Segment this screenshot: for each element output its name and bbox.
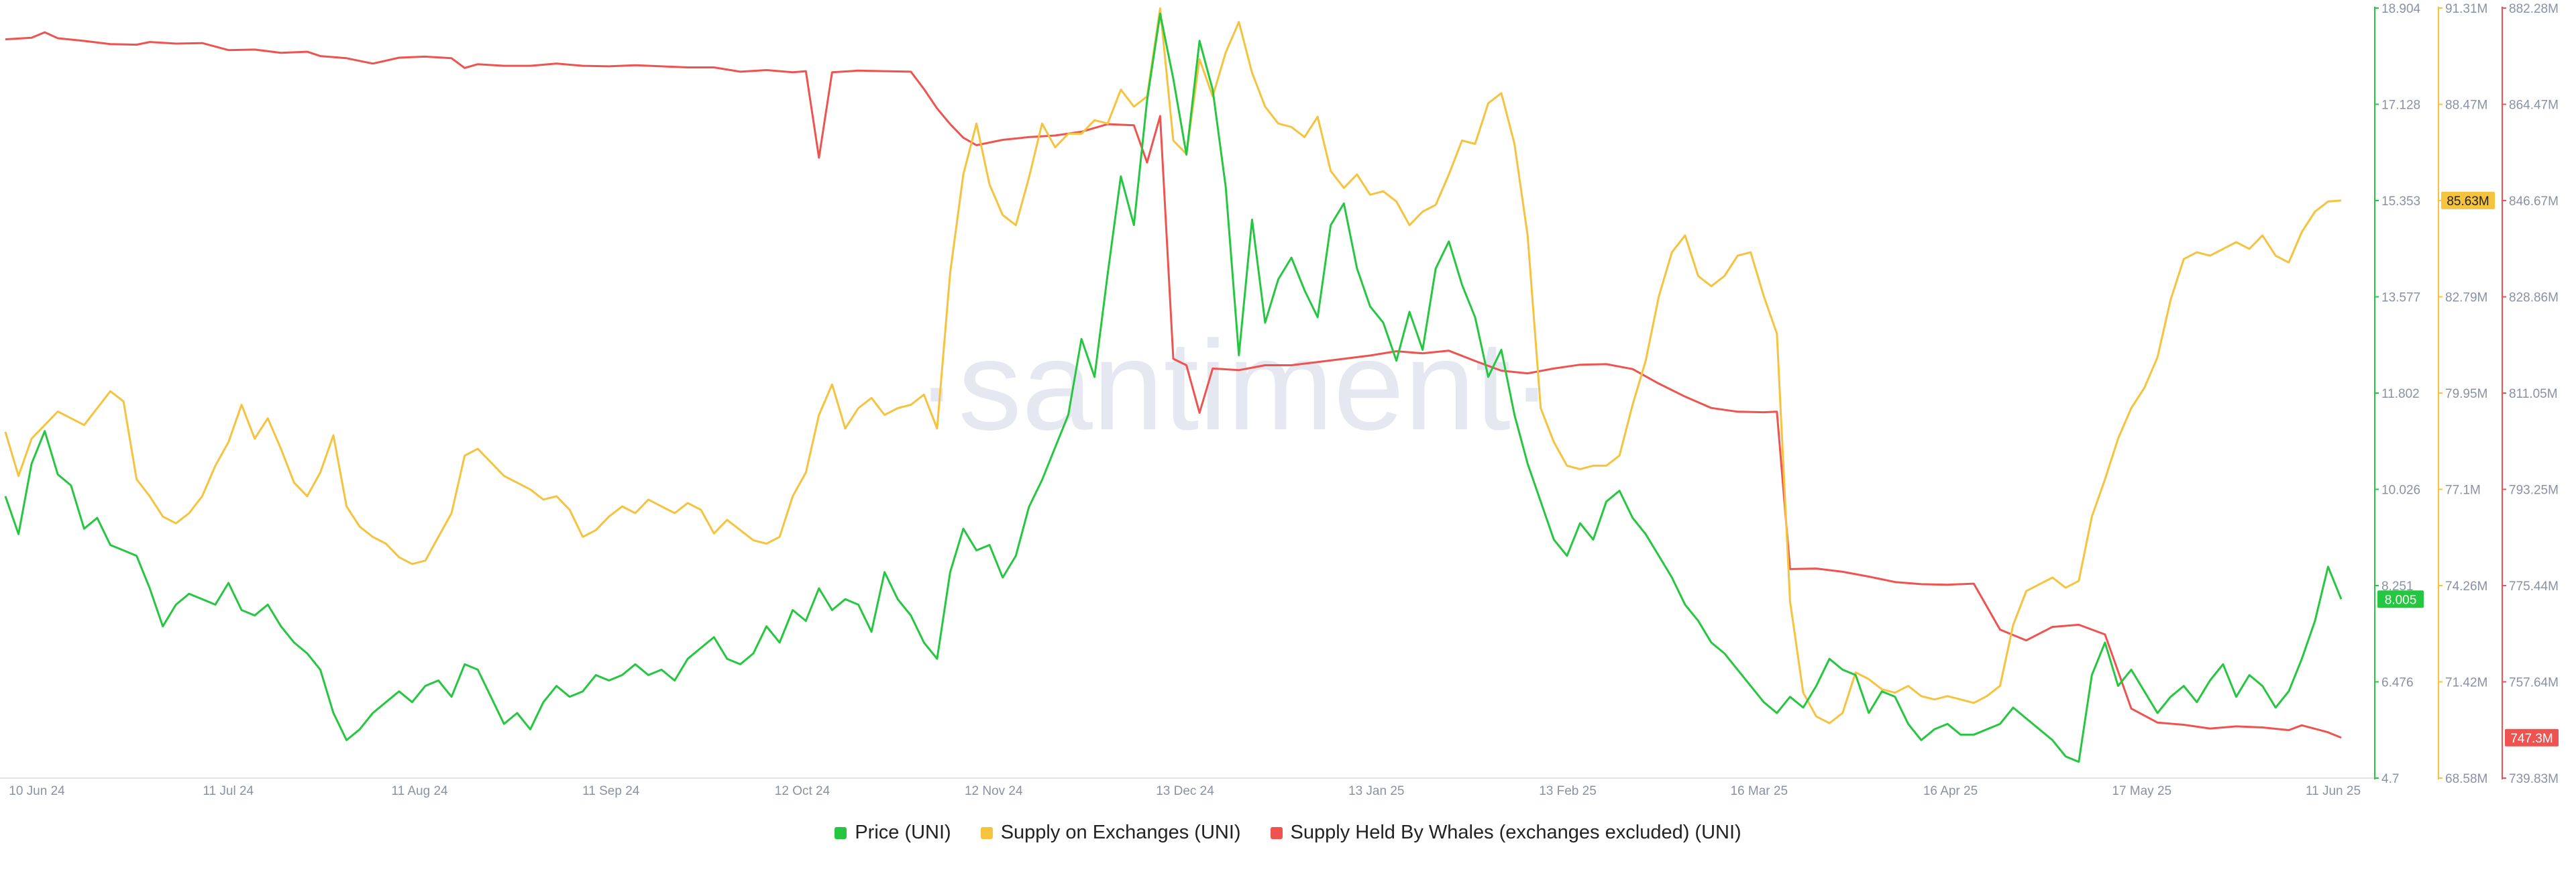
y-tick-label-price: 11.802 (2381, 387, 2420, 401)
y-tick-label-supply: 68.58M (2445, 772, 2487, 786)
y-tick-label-price: 6.476 (2381, 676, 2414, 690)
y-tick-label-supply: 71.42M (2445, 676, 2487, 690)
badge-label-price: 8.005 (2385, 593, 2417, 607)
x-axis-ticks: 10 Jun 24 11 Jul 24 11 Aug 24 11 Sep 24 12 O… (9, 784, 2361, 798)
badge-label-whales: 747.3M (2510, 732, 2553, 746)
legend-swatch-supply (980, 826, 993, 839)
x-tick-label: 12 Nov 24 (965, 784, 1023, 798)
y-tick-label-whales: 828.86M (2509, 291, 2559, 305)
legend: Price (UNI) Supply on Exchanges (UNI) Su… (0, 822, 2576, 844)
x-tick-label: 11 Jun 25 (2306, 784, 2361, 798)
x-tick-label: 11 Aug 24 (391, 784, 448, 798)
y-tick-label-supply: 74.26M (2445, 580, 2487, 594)
value-badges: 8.005 85.63M 747.3M (2377, 191, 2559, 747)
y-tick-label-supply: 82.79M (2445, 291, 2487, 305)
y-tick-label-whales: 775.44M (2509, 580, 2559, 594)
badge-price (2377, 590, 2424, 608)
y-tick-label-whales: 882.28M (2509, 2, 2559, 16)
y-tick-label-price: 10.026 (2381, 484, 2420, 498)
badge-whales (2505, 728, 2559, 747)
x-tick-label: 16 Apr 25 (1923, 784, 1978, 798)
y-tick-label-price: 15.353 (2381, 195, 2420, 209)
series-line-price (4, 12, 2343, 763)
legend-item-price[interactable]: Price (UNI) (835, 822, 951, 844)
badge-label-supply: 85.63M (2447, 195, 2489, 209)
y-tick-label-whales: 739.83M (2509, 772, 2559, 786)
y-axis-ticks: 18.904 17.128 15.353 13.577 11.802 10.026 8.25… (2375, 2, 2559, 786)
y-tick-label-price: 13.577 (2381, 291, 2420, 305)
legend-label-price: Price (UNI) (855, 822, 951, 843)
x-tick-label: 13 Feb 25 (1539, 784, 1597, 798)
badge-supply (2441, 191, 2495, 209)
y-tick-label-whales: 757.64M (2509, 676, 2559, 690)
x-tick-label: 13 Dec 24 (1156, 784, 1214, 798)
y-tick-label-whales: 811.05M (2509, 387, 2558, 401)
y-tick-label-supply: 88.47M (2445, 99, 2487, 113)
legend-item-supply[interactable]: Supply on Exchanges (UNI) (980, 822, 1241, 844)
y-tick-label-supply: 91.31M (2445, 2, 2487, 16)
x-tick-label: 12 Oct 24 (775, 784, 830, 798)
legend-item-whales[interactable]: Supply Held By Whales (exchanges exclude… (1270, 822, 1741, 844)
series-layer (4, 7, 2343, 763)
legend-swatch-price (835, 826, 847, 839)
y-tick-label-price: 18.904 (2381, 2, 2421, 16)
legend-swatch-whales (1270, 826, 1283, 839)
x-tick-label: 10 Jun 24 (9, 784, 65, 798)
x-tick-label: 11 Jul 24 (203, 784, 254, 798)
series-line-supply (4, 7, 2342, 724)
legend-label-whales: Supply Held By Whales (exchanges exclude… (1290, 822, 1741, 843)
y-tick-label-whales: 864.47M (2509, 99, 2559, 113)
y-tick-label-whales: 793.25M (2509, 484, 2559, 498)
x-tick-label: 11 Sep 24 (582, 784, 640, 798)
x-tick-label: 17 May 25 (2112, 784, 2171, 798)
y-tick-label-price: 4.7 (2381, 772, 2399, 786)
y-tick-label-price: 8.251 (2381, 580, 2414, 594)
y-tick-label-supply: 77.1M (2445, 484, 2481, 498)
x-tick-label: 16 Mar 25 (1730, 784, 1788, 798)
y-tick-label-supply: 79.95M (2445, 387, 2487, 401)
legend-label-supply: Supply on Exchanges (UNI) (1000, 822, 1241, 843)
watermark: ·santiment· (916, 315, 1553, 457)
series-line-whales (5, 31, 2342, 739)
x-tick-label: 13 Jan 25 (1348, 784, 1404, 798)
y-tick-label-price: 17.128 (2381, 99, 2420, 113)
y-tick-label-whales: 846.67M (2509, 195, 2559, 209)
